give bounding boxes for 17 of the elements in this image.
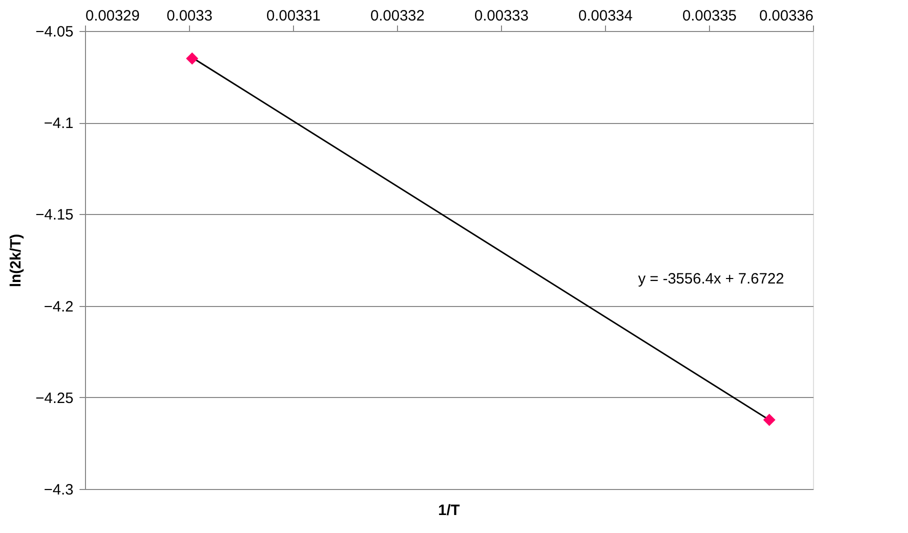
x-tick-label: 0.00336 [759,8,814,24]
y-tick-label: −4.3 [44,482,74,498]
y-tick-label: −4.25 [36,390,74,407]
x-tick-label: 0.00334 [578,8,633,24]
x-tick-label: 0.00329 [86,8,140,24]
x-tick-label: 0.00332 [370,8,425,24]
y-tick-label: −4.15 [36,206,74,224]
x-axis-title: 1/T [438,502,460,519]
annotation: y = -3556.4x + 7.6722 [638,270,784,288]
y-tick-label: −4.05 [36,24,74,40]
y-tick-label: −4.2 [44,298,74,316]
x-tick-label: 0.00335 [682,8,737,24]
x-tick-label: 0.00333 [474,8,529,24]
x-tick-label: 0.00331 [266,8,321,24]
x-tick-label: 0.0033 [166,8,212,24]
y-axis-title: ln(2k/T) [8,234,25,288]
y-tick-label: −4.1 [44,115,74,132]
